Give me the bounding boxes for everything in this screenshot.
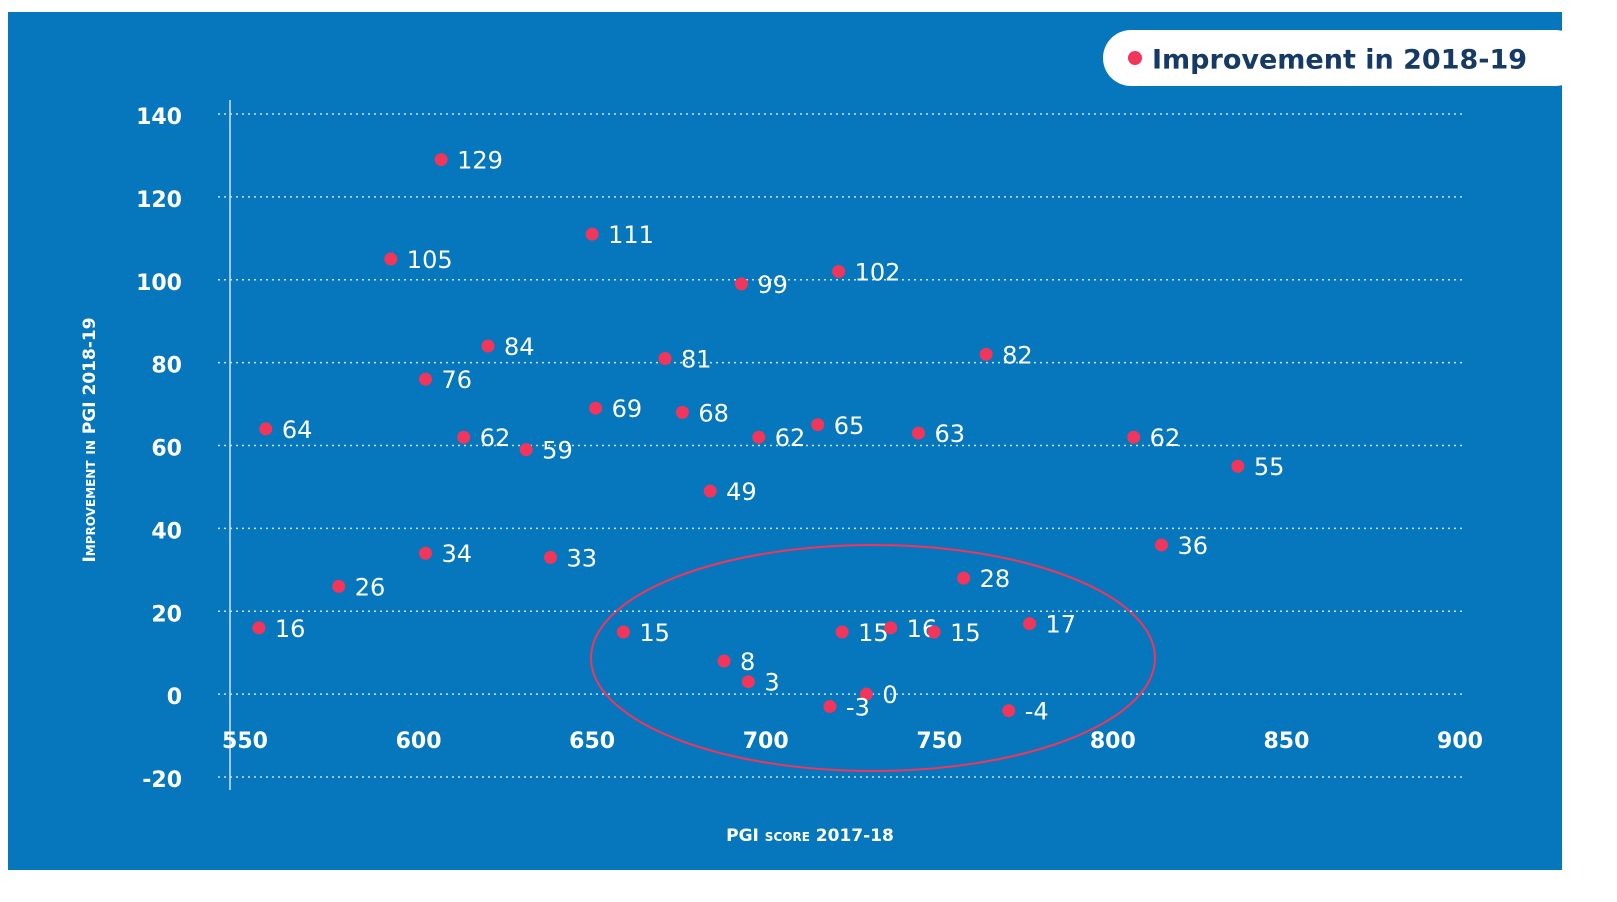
point: [884, 621, 898, 635]
point: [481, 339, 495, 353]
point: [717, 654, 731, 668]
data-label: 102: [855, 258, 901, 286]
data-label: 81: [681, 345, 712, 373]
highlight-ellipse: [590, 544, 1156, 772]
legend-label: Improvement in 2018-19: [1152, 45, 1527, 76]
legend-marker: [1128, 51, 1142, 65]
x-tick-label: 600: [396, 729, 442, 754]
data-label: 3: [764, 669, 779, 697]
data-label: 55: [1254, 453, 1285, 481]
point: [457, 430, 471, 444]
data-label: 84: [504, 333, 535, 361]
point: [434, 153, 448, 167]
point: [519, 443, 533, 457]
data-label: 105: [407, 246, 453, 274]
y-tick-label: 40: [151, 519, 182, 544]
data-label: 62: [480, 424, 511, 452]
point: [585, 227, 599, 241]
data-label: 76: [442, 366, 473, 394]
y-axis-title: Improvement in PGI 2018-19: [80, 317, 100, 562]
x-tick-label: 650: [569, 729, 615, 754]
data-label: 17: [1046, 611, 1077, 639]
point: [384, 252, 398, 266]
y-tick-label: 120: [136, 188, 182, 213]
data-label: 34: [442, 540, 473, 568]
data-label: 15: [858, 619, 889, 647]
point: [811, 418, 825, 432]
y-tick-label: 20: [151, 602, 182, 627]
point: [1023, 617, 1037, 631]
data-label: 111: [608, 221, 654, 249]
data-label: 82: [1002, 341, 1033, 369]
point: [911, 426, 925, 440]
point: [703, 484, 717, 498]
x-tick-label: 900: [1437, 729, 1483, 754]
point: [741, 675, 755, 689]
y-tick-label: 60: [151, 437, 182, 462]
data-label: -4: [1025, 698, 1049, 726]
point: [543, 550, 557, 564]
data-label: 15: [950, 619, 981, 647]
point: [832, 264, 846, 278]
point: [616, 625, 630, 639]
data-label: 49: [726, 478, 757, 506]
point: [957, 571, 971, 585]
y-tick-label: 100: [136, 271, 182, 296]
y-tick-label: -20: [142, 768, 182, 793]
legend-box: [1103, 30, 1583, 86]
point: [589, 401, 603, 415]
x-tick-label: 700: [743, 729, 789, 754]
data-label: 15: [639, 619, 670, 647]
data-label: 33: [566, 544, 597, 572]
point: [835, 625, 849, 639]
data-label: 62: [1150, 424, 1181, 452]
data-label: 16: [275, 615, 306, 643]
data-label: 62: [775, 424, 806, 452]
point: [927, 625, 941, 639]
point: [419, 546, 433, 560]
data-label: 129: [457, 147, 503, 175]
data-label: 8: [740, 648, 755, 676]
data-label: 64: [282, 416, 313, 444]
point: [823, 700, 837, 714]
x-axis-title: PGI score 2017-18: [726, 826, 894, 846]
point: [979, 347, 993, 361]
point: [259, 422, 273, 436]
data-label: 26: [355, 573, 386, 601]
x-tick-label: 800: [1090, 729, 1136, 754]
data-label: 36: [1177, 532, 1208, 560]
data-label: 28: [980, 565, 1011, 593]
x-tick-label: 750: [916, 729, 962, 754]
point: [332, 579, 346, 593]
y-tick-label: 140: [136, 105, 182, 130]
data-label: 69: [612, 395, 643, 423]
panel: [8, 12, 1562, 870]
point: [1127, 430, 1141, 444]
data-label: 63: [934, 420, 965, 448]
point: [1002, 704, 1016, 718]
data-label: 0: [882, 681, 897, 709]
point: [252, 621, 266, 635]
point: [859, 687, 873, 701]
point: [752, 430, 766, 444]
data-label: 65: [834, 412, 865, 440]
x-tick-label: 550: [222, 729, 268, 754]
point: [658, 351, 672, 365]
x-tick-label: 850: [1263, 729, 1309, 754]
data-label: -3: [846, 694, 870, 722]
data-label: 59: [542, 437, 573, 465]
y-tick-label: 0: [167, 685, 182, 710]
data-label: 99: [757, 271, 788, 299]
point: [1154, 538, 1168, 552]
point: [675, 405, 689, 419]
y-tick-label: 80: [151, 354, 182, 379]
data-label: 68: [698, 399, 729, 427]
point: [734, 277, 748, 291]
point: [1231, 459, 1245, 473]
point: [419, 372, 433, 386]
